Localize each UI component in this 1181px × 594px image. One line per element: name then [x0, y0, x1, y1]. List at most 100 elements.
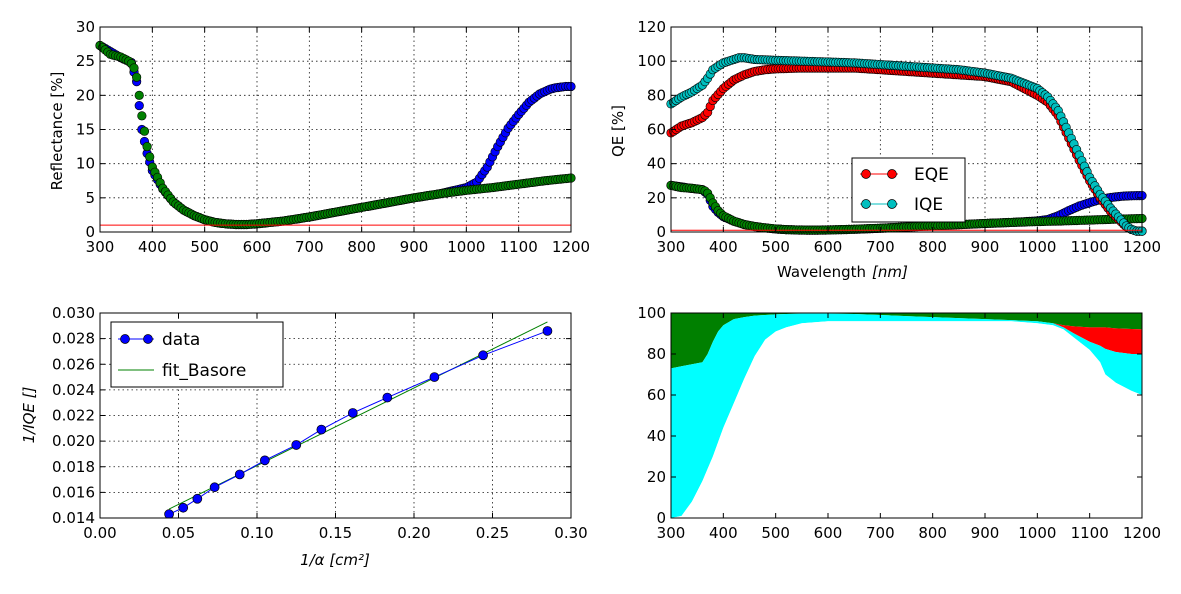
basore-legend-data: data	[162, 330, 200, 350]
qe-xtick-label: 400	[709, 238, 738, 256]
loss-frame	[670, 312, 1143, 519]
reflectance-ylabel: Reflectance [%]	[48, 72, 66, 191]
reflectance-xtick-label: 400	[138, 238, 167, 256]
loss-xtick-label: 600	[814, 524, 843, 542]
basore-data-point	[478, 350, 488, 361]
basore-ytick-label: 0.030	[52, 304, 95, 322]
loss-total-area	[671, 313, 1142, 369]
qe-xtick-label: 500	[761, 238, 790, 256]
basore-data-point	[382, 392, 393, 403]
basore-legend-fit: fit_Basore	[162, 361, 246, 381]
basore-data-point	[260, 455, 270, 466]
basore-xtick-label: 0.15	[319, 524, 352, 542]
basore-fit-plot: 0.00 0.05 0.10 0.15 0.20 0.25 0.30 0.014 0.016 0.…	[52, 304, 588, 542]
loss-ytick-label: 80	[647, 345, 666, 363]
basore-ylabel: 1/IQE []	[20, 386, 38, 443]
qe-xtick-label: 300	[657, 238, 686, 256]
basore-legend-data-marker	[120, 334, 130, 344]
qe-ytick-label: 60	[647, 121, 666, 139]
basore-xtick-label: 0.25	[476, 524, 509, 542]
loss-xtick-label: 500	[761, 524, 790, 542]
basore-ytick-label: 0.026	[52, 355, 95, 373]
basore-data-point	[542, 326, 553, 336]
loss-xtick-label: 1200	[1123, 524, 1161, 542]
qe-xtick-label: 900	[971, 238, 1000, 256]
reflectance-reflectance-fit-point	[132, 72, 142, 82]
loss-xtick-label: 700	[866, 524, 895, 542]
basore-data-point	[316, 424, 327, 435]
basore-data-point	[192, 493, 203, 504]
reflectance-reflectance-fit-point	[142, 141, 152, 152]
reflectance-reflectance-fit-point	[137, 111, 147, 121]
basore-xtick-label: 0.05	[162, 524, 195, 542]
reflectance-xtick-label: 800	[347, 238, 376, 256]
loss-ytick-label: 60	[647, 386, 666, 404]
qe-xtick-label: 1000	[1018, 238, 1056, 256]
reflectance-reflectance-fit-point	[139, 126, 150, 136]
reflectance-ytick-label: 15	[76, 121, 95, 139]
loss-xtick-label: 1000	[1018, 524, 1056, 542]
basore-xtick-label: 0.00	[83, 524, 116, 542]
reflectance-xtick-label: 900	[400, 238, 429, 256]
qe-ytick-label: 0	[656, 223, 666, 241]
basore-xtick-label: 0.20	[397, 524, 430, 542]
qe-xtick-label: 600	[814, 238, 843, 256]
loss-xtick-label: 1100	[1071, 524, 1109, 542]
qe-legend: EQE IQE	[851, 157, 966, 223]
basore-xlabel: 1/α [cm²]	[300, 551, 370, 569]
basore-ytick-label: 0.028	[52, 330, 95, 348]
qe-xtick-label: 1100	[1071, 238, 1109, 256]
basore-ytick-label: 0.022	[52, 407, 95, 425]
reflectance-xtick-label: 1200	[552, 238, 590, 256]
loss-xtick-label: 300	[657, 524, 686, 542]
reflectance-xtick-label: 1000	[447, 238, 485, 256]
loss-breakdown-plot: 300 400 500 600 700 800 900 1000 1100 1200 0 20 40 60…	[637, 304, 1161, 542]
qe-ytick-label: 120	[637, 18, 666, 36]
basore-data-point	[347, 408, 358, 418]
basore-ytick-label: 0.014	[52, 509, 95, 527]
reflectance-xtick-label: 1100	[500, 238, 538, 256]
basore-data-point	[178, 502, 189, 513]
loss-ytick-label: 0	[656, 509, 666, 527]
qe-legend-eqe-marker	[861, 169, 871, 179]
basore-ytick-label: 0.020	[52, 432, 95, 450]
basore-xtick-label: 0.10	[240, 524, 273, 542]
qe-legend-eqe: EQE	[914, 165, 949, 185]
qe-legend-iqe-marker	[861, 199, 871, 209]
reflectance-ytick-label: 5	[85, 189, 95, 207]
basore-ytick-label: 0.018	[52, 458, 95, 476]
loss-ytick-label: 40	[647, 427, 666, 445]
reflectance-ytick-label: 25	[76, 52, 95, 70]
reflectance-ytick-label: 10	[76, 155, 95, 173]
loss-ytick-label: 20	[647, 468, 666, 486]
reflectance-xtick-label: 300	[86, 238, 115, 256]
qe-ylabel: QE [%]	[609, 105, 627, 157]
basore-ytick-label: 0.016	[52, 483, 95, 501]
loss-xtick-label: 400	[709, 524, 738, 542]
qe-xtick-label: 700	[866, 238, 895, 256]
basore-ytick-label: 0.024	[52, 381, 95, 399]
loss-ytick-label: 100	[637, 304, 666, 322]
qe-xtick-label: 1200	[1123, 238, 1161, 256]
basore-data-point	[429, 372, 440, 382]
loss-eqe-area	[671, 321, 1142, 518]
reflectance-measured-reflectance-point	[134, 100, 144, 111]
basore-data-point	[234, 469, 245, 480]
reflectance-ytick-label: 20	[76, 86, 95, 104]
qe-legend-iqe: IQE	[914, 195, 943, 215]
reflectance-reflectance-fit-point	[134, 90, 144, 100]
reflectance-ytick-label: 0	[85, 223, 95, 241]
qe-xtick-label: 800	[918, 238, 947, 256]
loss-iqe-area	[671, 313, 1142, 518]
reflectance-xtick-label: 600	[243, 238, 272, 256]
basore-legend: data fit_Basore	[110, 321, 284, 388]
qe-ytick-label: 40	[647, 155, 666, 173]
qe-ytick-label: 80	[647, 86, 666, 104]
reflectance-xtick-label: 500	[190, 238, 219, 256]
reflectance-xtick-label: 700	[295, 238, 324, 256]
basore-data-point	[209, 482, 220, 493]
reflectance-reflectance-fit-point	[129, 63, 139, 73]
qe-ytick-label: 20	[647, 189, 666, 207]
reflectance-ytick-label: 30	[76, 18, 95, 36]
